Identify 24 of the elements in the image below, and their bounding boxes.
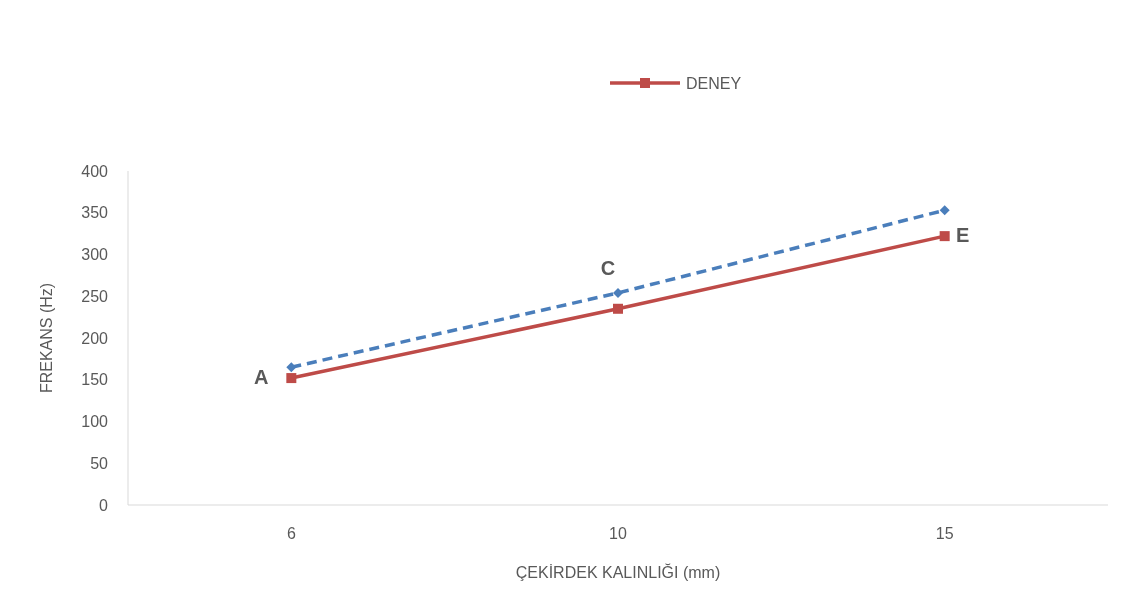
point: [613, 303, 623, 314]
x-tick-label: 6: [286, 525, 296, 542]
y-tick-label: 350: [81, 204, 109, 222]
y-tick-label: 0: [99, 496, 109, 514]
annotation: E: [955, 224, 970, 247]
y-tick-label: 250: [81, 287, 109, 305]
y-axis-title: FREKANS (Hz): [38, 282, 55, 394]
y-tick-label: 400: [81, 162, 109, 180]
point: [286, 373, 297, 384]
x-tick-label: 15: [935, 525, 954, 542]
point: [613, 287, 623, 298]
x-tick-label: 10: [609, 525, 627, 542]
y-tick-label: 300: [81, 246, 109, 264]
y-tick-label: 150: [81, 371, 109, 389]
point: [286, 362, 297, 373]
annotation: C: [600, 256, 616, 279]
point: [939, 205, 950, 216]
point: [939, 231, 950, 242]
legend-label: DENEY: [686, 74, 742, 92]
y-tick-label: 200: [81, 329, 109, 347]
y-tick-label: 100: [81, 413, 109, 431]
y-tick-label: 50: [90, 454, 109, 472]
x-axis-title: ÇEKİRDEK KALINLIĞI (mm): [515, 563, 721, 581]
annotation: A: [254, 366, 269, 389]
